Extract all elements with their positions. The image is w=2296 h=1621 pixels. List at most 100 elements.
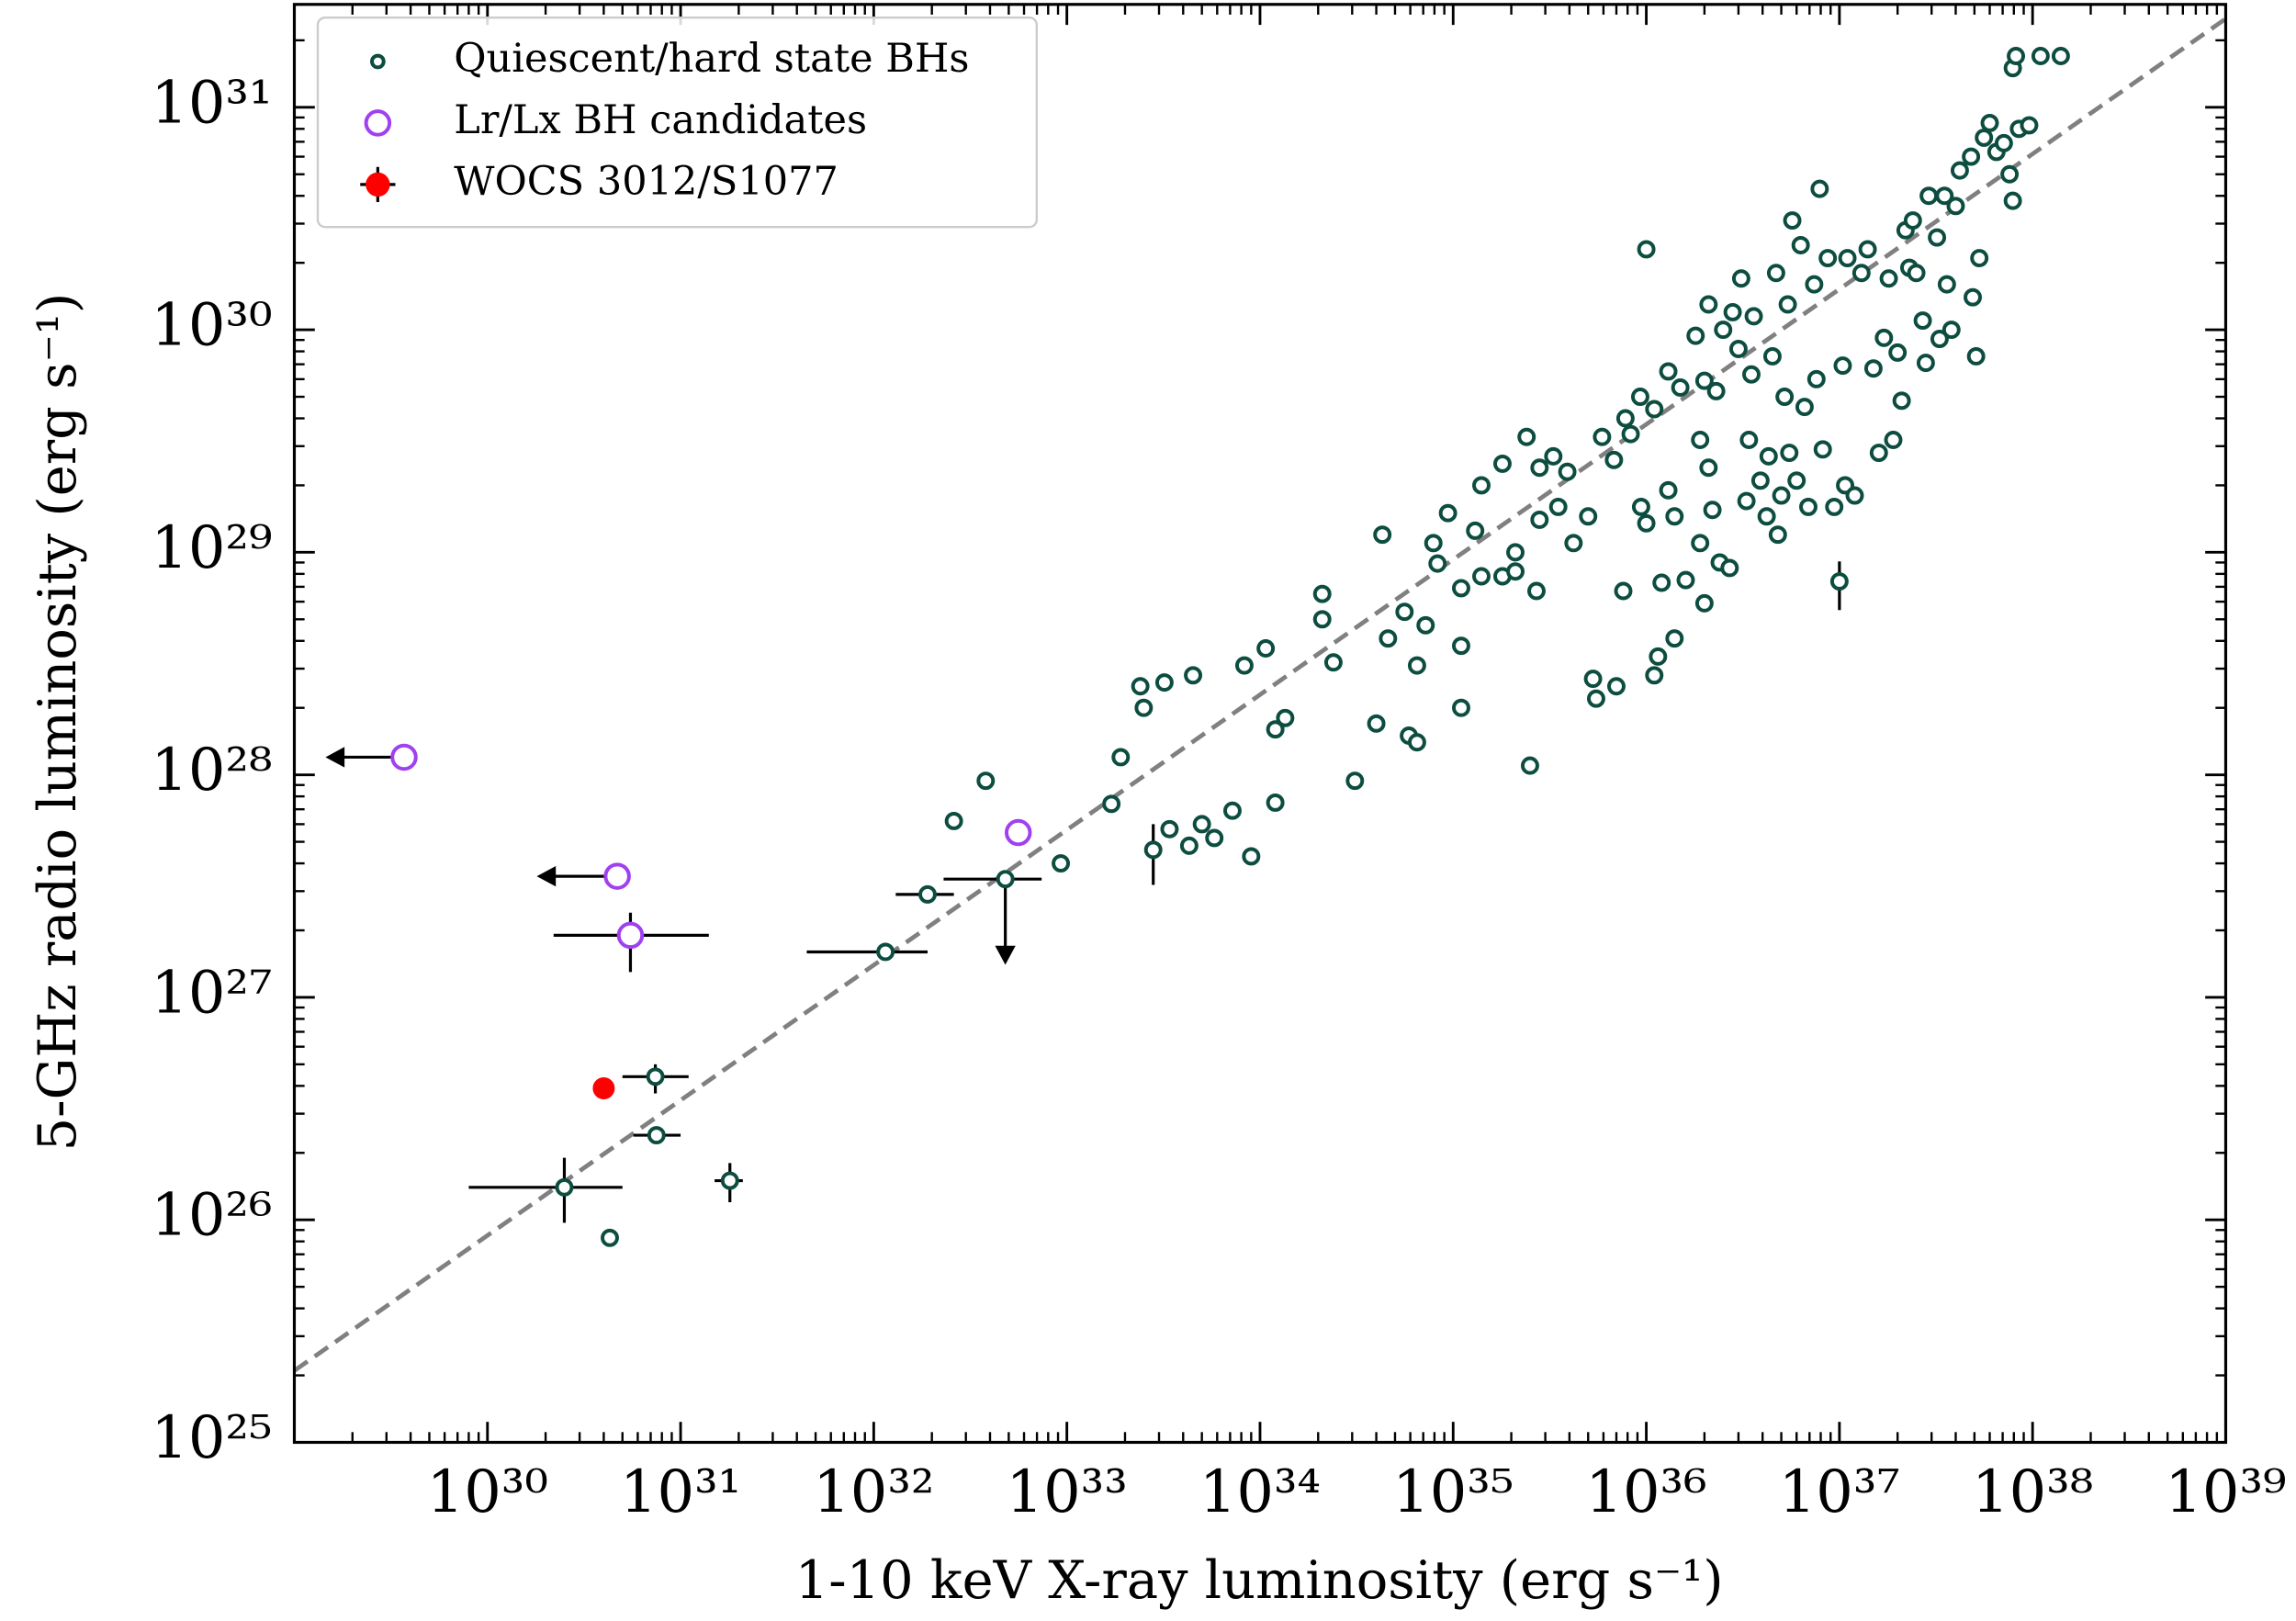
data-point bbox=[1242, 847, 1261, 866]
data-point bbox=[1323, 653, 1343, 672]
data-point bbox=[1645, 400, 1664, 419]
data-point bbox=[1527, 581, 1546, 601]
data-point bbox=[1276, 708, 1295, 727]
data-point bbox=[1131, 677, 1150, 696]
limit-arrow-head bbox=[536, 865, 557, 887]
y-tick-label: 10²⁸ bbox=[151, 737, 272, 805]
data-point bbox=[1520, 756, 1539, 775]
data-point bbox=[1428, 554, 1447, 573]
y-tick-label: 10²⁶ bbox=[151, 1182, 272, 1250]
data-point bbox=[1424, 534, 1443, 553]
data-point bbox=[1950, 161, 1969, 180]
y-tick-label: 10³¹ bbox=[151, 69, 272, 137]
data-point bbox=[1941, 321, 1961, 340]
data-point bbox=[1694, 371, 1714, 390]
data-point bbox=[1205, 828, 1224, 848]
data-point bbox=[1312, 610, 1332, 629]
data-point bbox=[1312, 584, 1332, 603]
data-point bbox=[1728, 340, 1748, 358]
legend-label: Lr/Lx BH candidates bbox=[454, 97, 867, 143]
data-point bbox=[1884, 431, 1903, 449]
data-point bbox=[1970, 249, 1989, 267]
data-point bbox=[876, 942, 895, 962]
data-point bbox=[1266, 793, 1285, 812]
data-point bbox=[1604, 450, 1624, 469]
data-point bbox=[1630, 388, 1649, 406]
data-point bbox=[1492, 454, 1512, 473]
data-point bbox=[1438, 503, 1458, 523]
data-point bbox=[1913, 311, 1932, 331]
data-point bbox=[1916, 354, 1935, 373]
data-point bbox=[1506, 543, 1525, 562]
data-point bbox=[601, 1228, 619, 1247]
data-point bbox=[1703, 501, 1722, 520]
data-point bbox=[1530, 511, 1549, 529]
data-point bbox=[1762, 347, 1782, 366]
data-point bbox=[1452, 698, 1470, 717]
data-point bbox=[1903, 211, 1922, 231]
data-point bbox=[1813, 440, 1832, 459]
data-point bbox=[1583, 670, 1603, 689]
data-point bbox=[1791, 236, 1810, 254]
y-axis-label: 5-GHz radio luminosity (erg s⁻¹) bbox=[27, 293, 88, 1152]
data-point bbox=[1879, 269, 1898, 288]
data-point bbox=[996, 870, 1015, 889]
data-point bbox=[1742, 365, 1761, 384]
data-point bbox=[1805, 275, 1824, 294]
data-point bbox=[1691, 534, 1710, 553]
data-point bbox=[1143, 840, 1163, 860]
data-point bbox=[1637, 240, 1656, 259]
data-point bbox=[1579, 507, 1598, 526]
data-point bbox=[1907, 264, 1926, 283]
data-point bbox=[2051, 47, 2070, 65]
data-point bbox=[1614, 581, 1633, 601]
data-point bbox=[1184, 666, 1203, 685]
data-point bbox=[1631, 497, 1650, 516]
data-point bbox=[1004, 818, 1032, 847]
data-point bbox=[1052, 854, 1071, 873]
data-point bbox=[1892, 391, 1911, 411]
data-point bbox=[2000, 164, 2020, 184]
data-point bbox=[1858, 240, 1877, 259]
data-point bbox=[1179, 836, 1199, 855]
data-point bbox=[2020, 116, 2039, 135]
data-point bbox=[918, 884, 937, 904]
data-point bbox=[1676, 570, 1695, 590]
y-tick-label: 10²⁵ bbox=[151, 1404, 272, 1472]
fit-line bbox=[293, 17, 2227, 1373]
data-point bbox=[1829, 572, 1849, 591]
x-tick-label: 10³⁶ bbox=[1585, 1458, 1706, 1526]
data-point bbox=[1699, 458, 1718, 478]
data-point bbox=[1966, 347, 1986, 366]
data-point bbox=[1851, 264, 1871, 283]
data-point bbox=[1558, 462, 1577, 481]
legend-marker bbox=[364, 109, 392, 137]
data-point bbox=[1367, 714, 1386, 733]
data-point bbox=[1980, 113, 1999, 132]
data-point bbox=[1799, 497, 1818, 516]
data-point bbox=[1192, 815, 1211, 834]
data-point bbox=[603, 862, 631, 890]
data-point bbox=[1694, 593, 1714, 613]
data-point bbox=[592, 1077, 615, 1099]
data-point bbox=[1665, 629, 1684, 648]
data-point bbox=[1863, 359, 1883, 378]
data-point bbox=[1373, 525, 1392, 545]
y-tick-label: 10²⁷ bbox=[151, 959, 272, 1027]
data-point bbox=[1833, 356, 1852, 376]
x-tick-label: 10³⁹ bbox=[2165, 1458, 2286, 1526]
data-point bbox=[1888, 343, 1908, 362]
legend-marker bbox=[369, 53, 386, 70]
data-point bbox=[1768, 525, 1787, 545]
data-point bbox=[1723, 302, 1742, 321]
data-point bbox=[1452, 579, 1470, 598]
data-point bbox=[1416, 615, 1435, 635]
data-point bbox=[1874, 328, 1894, 347]
data-point bbox=[1637, 513, 1656, 533]
data-point bbox=[1517, 427, 1536, 446]
data-point bbox=[1739, 431, 1759, 449]
data-point bbox=[1649, 647, 1668, 666]
data-point bbox=[2031, 47, 2050, 65]
data-point bbox=[1744, 307, 1763, 326]
data-point bbox=[1506, 562, 1525, 581]
